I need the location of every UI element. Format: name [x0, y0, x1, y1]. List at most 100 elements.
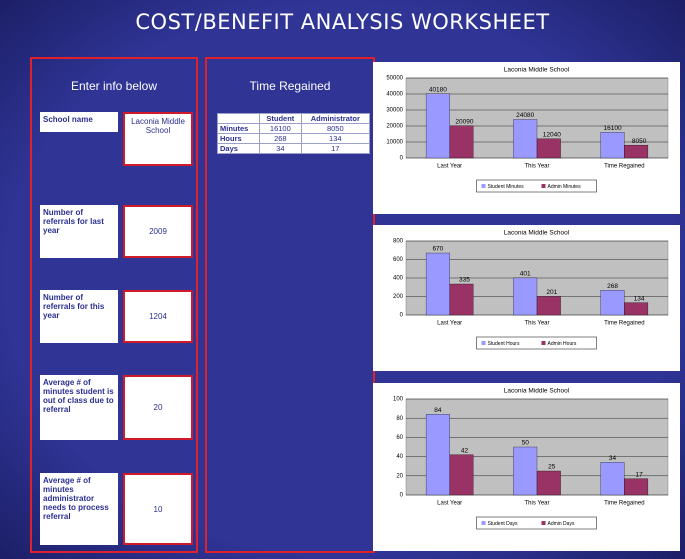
input-value: 20 [123, 375, 193, 440]
legend-swatch [541, 521, 546, 525]
y-tick-label: 0 [400, 313, 404, 319]
bar [425, 93, 450, 159]
bar [449, 283, 474, 316]
data-label: 268 [607, 283, 618, 290]
y-tick-label: 20000 [386, 124, 403, 130]
data-label: 20090 [455, 119, 473, 126]
legend-swatch [481, 341, 486, 345]
bar [600, 462, 625, 496]
x-tick-label: This Year [524, 164, 549, 170]
x-tick-label: Time Regained [604, 501, 644, 507]
bar [513, 446, 538, 496]
bar [449, 454, 474, 496]
y-tick-label: 10000 [386, 140, 403, 146]
y-tick-label: 400 [393, 276, 404, 282]
data-label: 8050 [632, 138, 647, 145]
y-tick-label: 80 [396, 416, 403, 422]
data-label: 134 [634, 295, 645, 302]
x-tick-label: Last Year [437, 321, 462, 327]
data-label: 201 [546, 289, 557, 296]
row-header: Days [216, 143, 261, 154]
table-row: Days 34 17 [216, 143, 371, 154]
bar [513, 119, 538, 159]
legend-label: Student Hours [488, 341, 520, 347]
bar [600, 290, 625, 316]
legend-label: Admin Minutes [548, 184, 582, 190]
input-label: School name [40, 112, 118, 132]
data-label: 40180 [429, 86, 447, 93]
bar [536, 296, 561, 316]
y-tick-label: 800 [393, 239, 404, 245]
y-tick-label: 60 [396, 435, 403, 441]
y-tick-label: 0 [400, 493, 404, 499]
page-title: COST/BENEFIT ANALYSIS WORKSHEET [135, 10, 550, 34]
time-regained-panel: Time Regained Student Administrator Minute… [205, 57, 375, 553]
data-label: 17 [636, 471, 644, 478]
bar [425, 252, 450, 316]
y-tick-label: 40000 [386, 92, 403, 98]
input-value: 1204 [123, 290, 193, 343]
input-panel: Enter info below School name Laconia Midd… [30, 57, 198, 553]
input-label: Number of referrals for last year [40, 205, 118, 258]
legend-box [476, 516, 597, 530]
y-tick-label: 100 [393, 397, 404, 403]
chart-title: Laconia Middle School [504, 388, 570, 395]
chart-title: Laconia Middle School [504, 230, 570, 237]
table-heading: Time Regained [249, 79, 331, 93]
data-label: 84 [434, 407, 442, 414]
input-label: Average # of minutes administrator needs… [40, 473, 118, 545]
input-label: Average # of minutes student is out of c… [40, 375, 118, 440]
bar [536, 470, 561, 496]
bar [425, 414, 450, 496]
time-table: Student Administrator Minutes 16100 8050 Hour… [216, 113, 371, 154]
legend-box [476, 336, 597, 350]
x-tick-label: This Year [524, 321, 549, 327]
chart-title: Laconia Middle School [504, 67, 570, 74]
bar [536, 138, 561, 159]
x-tick-label: This Year [524, 501, 549, 507]
bar [600, 132, 625, 159]
input-value: 2009 [123, 205, 193, 258]
bar [624, 478, 649, 496]
data-label: 335 [459, 277, 470, 284]
input-label: Number of referrals for this year [40, 290, 118, 343]
x-tick-label: Last Year [437, 164, 462, 170]
x-tick-label: Time Regained [604, 164, 644, 170]
input-value: 10 [123, 473, 193, 545]
legend-label: Student Minutes [488, 184, 525, 190]
legend-box [476, 179, 597, 193]
data-label: 34 [609, 455, 617, 462]
legend-label: Admin Hours [548, 341, 577, 347]
data-label: 25 [548, 464, 556, 471]
x-tick-label: Time Regained [604, 321, 644, 327]
data-label: 42 [461, 447, 469, 454]
input-heading: Enter info below [70, 79, 158, 93]
data-label: 16100 [604, 125, 622, 132]
legend-label: Student Days [488, 521, 519, 527]
legend-swatch [541, 341, 546, 345]
table-cell: 17 [300, 143, 371, 154]
data-label: 401 [520, 271, 531, 278]
y-tick-label: 200 [393, 294, 404, 300]
data-label: 670 [432, 246, 443, 253]
bar [624, 302, 649, 316]
bar [624, 144, 649, 159]
y-tick-label: 600 [393, 257, 404, 263]
y-tick-label: 50000 [386, 76, 403, 82]
data-label: 50 [522, 440, 530, 447]
legend-swatch [541, 184, 546, 188]
legend-label: Admin Days [548, 521, 575, 527]
y-tick-label: 40 [396, 454, 403, 460]
y-tick-label: 30000 [386, 108, 403, 114]
bar [513, 277, 538, 316]
input-value: Laconia Middle School [123, 112, 193, 166]
y-tick-label: 20 [396, 473, 403, 479]
y-tick-label: 0 [400, 156, 404, 162]
legend-swatch [481, 184, 486, 188]
data-label: 12040 [543, 131, 561, 138]
bar [449, 125, 474, 159]
x-tick-label: Last Year [437, 501, 462, 507]
data-label: 24080 [516, 112, 534, 119]
